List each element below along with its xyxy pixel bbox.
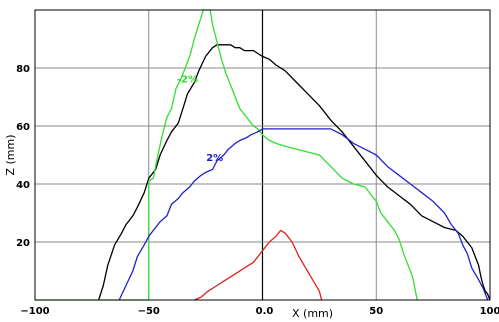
series-annotation-label: 2% [206, 153, 223, 164]
grid-layer [35, 10, 490, 300]
x-axis-title: X (mm) [292, 307, 333, 320]
y-tick-label: 60 [16, 122, 30, 133]
x-tick-label: −50 [138, 306, 160, 317]
series-layer [35, 9, 491, 301]
series-line-3 [118, 128, 489, 301]
x-tick-label: 50 [369, 306, 383, 317]
tick-layer: −100 −50 0.0 50 100 20 40 60 80 [16, 64, 499, 317]
x-tick-label: 0.0 [256, 306, 274, 317]
y-axis-title: Z (mm) [4, 134, 17, 175]
series-line-2 [35, 9, 418, 301]
series-line-4 [194, 229, 323, 301]
annotation-layer: -2% 2% [177, 75, 223, 164]
series-annotation-label: -2% [177, 75, 198, 86]
y-tick-label: 20 [16, 238, 30, 249]
series-line-1 [98, 44, 491, 301]
y-tick-label: 40 [16, 180, 30, 191]
x-tick-label: −100 [20, 306, 49, 317]
y-tick-label: 80 [16, 64, 30, 75]
x-tick-label: 100 [480, 306, 499, 317]
